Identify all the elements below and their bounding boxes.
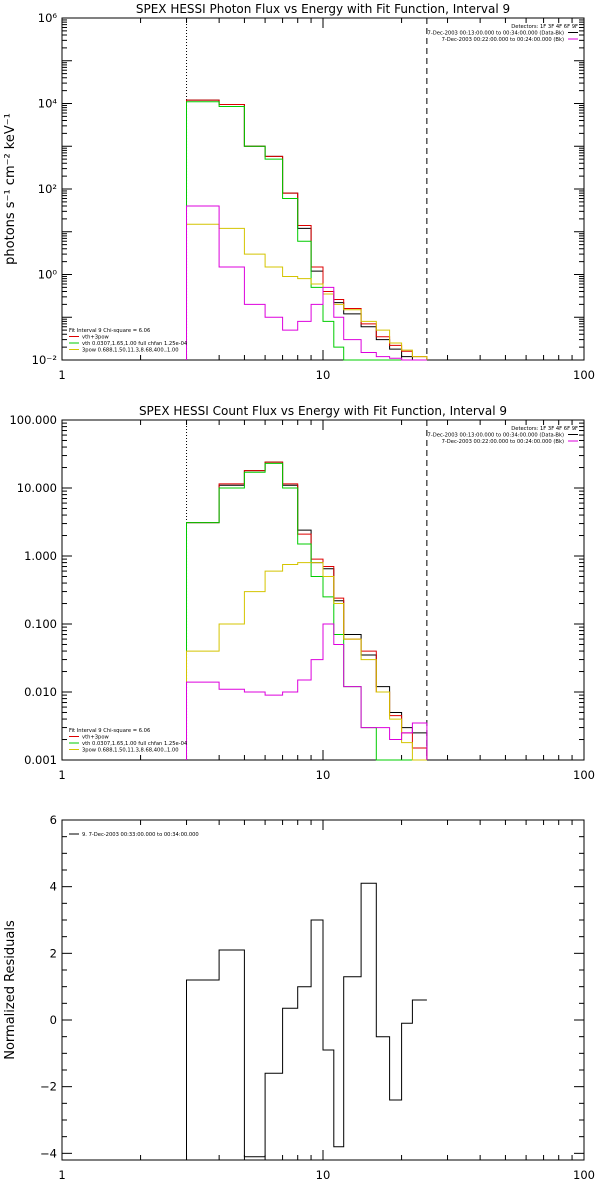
- series-line-vth: [186, 462, 427, 761]
- panel-3: [61, 819, 585, 1161]
- fit-legend-text: 3pow 0.688,1.50,11.3,8.68,400.,1.00: [82, 348, 179, 354]
- y-axis-label: Normalized Residuals: [3, 920, 18, 1060]
- y-tick-label: 10.000: [17, 481, 57, 495]
- y-tick-label: 10⁶: [38, 11, 58, 25]
- fit-legend-text: vth+3pow: [82, 335, 110, 341]
- fit-legend-text: 3pow 0.688,1.50,11.3,8.68,400.,1.00: [82, 748, 179, 754]
- y-tick-label: 10²: [38, 182, 57, 196]
- y-tick-label: 1.000: [24, 549, 57, 563]
- y-tick-label: 0.100: [24, 617, 57, 631]
- header-legend-text: Detectors: 1F 3F 4F 6F 9F: [511, 24, 578, 30]
- x-tick-label: 100: [573, 768, 595, 782]
- y-tick-label: 0: [50, 1013, 57, 1027]
- fit-legend-text: Fit Interval 9 Chi-square = 6.06: [69, 328, 150, 334]
- fit-legend-text: Fit Interval 9 Chi-square = 6.06: [69, 728, 150, 734]
- series-line-bk: [186, 623, 428, 760]
- header-legend-text: 7-Dec-2003 00:13:00.000 to 00:34:00.000 …: [428, 433, 564, 439]
- y-tick-label: −2: [40, 1080, 57, 1094]
- panel-1: [61, 17, 585, 361]
- y-tick-label: 0.010: [24, 685, 57, 699]
- x-tick-label: 1: [58, 1168, 65, 1182]
- series-line-residuals: [186, 882, 427, 1160]
- y-tick-label: −4: [40, 1146, 57, 1160]
- chart-title: SPEX HESSI Count Flux vs Energy with Fit…: [139, 404, 507, 418]
- x-tick-label: 10: [316, 768, 331, 782]
- panel-2: [61, 419, 585, 761]
- chart-title: SPEX HESSI Photon Flux vs Energy with Fi…: [136, 2, 510, 16]
- y-axis-label: photons s⁻¹ cm⁻² keV⁻¹: [3, 113, 18, 265]
- x-tick-label: 10: [316, 368, 331, 382]
- series-line-vth: [186, 101, 427, 361]
- series-line-3pow: [186, 562, 427, 761]
- y-tick-label: 2: [50, 946, 57, 960]
- fit-legend-text: vth 0.0307,1.65,1.00 full chfan 1.25e-04: [82, 341, 188, 347]
- series-line-vth-3pow: [186, 461, 428, 760]
- y-tick-label: 4: [50, 880, 57, 894]
- y-tick-label: 10⁴: [38, 97, 58, 111]
- y-tick-label: 10⁻²: [32, 353, 57, 367]
- x-tick-label: 1: [58, 768, 65, 782]
- x-tick-label: 10: [316, 1168, 331, 1182]
- fit-legend-text: vth+3pow: [82, 735, 110, 741]
- x-tick-label: 100: [573, 1168, 595, 1182]
- header-legend-text: 7-Dec-2003 00:22:00.000 to 00:24:00.000 …: [442, 37, 564, 43]
- series-line-3pow: [186, 223, 428, 360]
- header-legend-text: Detectors: 1F 3F 4F 6F 9F: [511, 426, 578, 432]
- header-legend-text: 7-Dec-2003 00:22:00.000 to 00:24:00.000 …: [442, 439, 564, 445]
- y-tick-label: 0.001: [24, 753, 57, 767]
- y-tick-label: 6: [50, 813, 57, 827]
- fit-legend-text: vth 0.0307,1.65,1.00 full chfan 1.25e-04: [82, 741, 188, 747]
- y-tick-label: 10⁰: [38, 268, 58, 282]
- series-line-bk: [186, 205, 427, 361]
- y-tick-label: 100.000: [9, 413, 57, 427]
- x-tick-label: 100: [573, 368, 595, 382]
- x-tick-label: 1: [58, 368, 65, 382]
- residual-legend-text: 9. 7-Dec-2003 00:33:00.000 to 00:34:00.0…: [82, 832, 199, 838]
- header-legend-text: 7-Dec-2003 00:13:00.000 to 00:34:00.000 …: [428, 31, 564, 37]
